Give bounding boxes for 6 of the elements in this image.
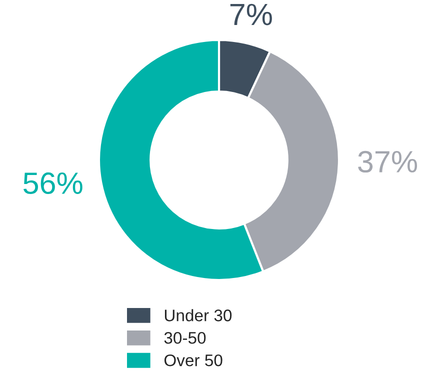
legend-label: Under 30 [164,309,232,322]
legend-label: Over 50 [164,354,222,366]
data-label: 56% [24,172,82,194]
data-label: 37% [358,150,417,173]
legend-label: 30-50 [164,332,206,344]
data-label: 7% [230,4,272,26]
